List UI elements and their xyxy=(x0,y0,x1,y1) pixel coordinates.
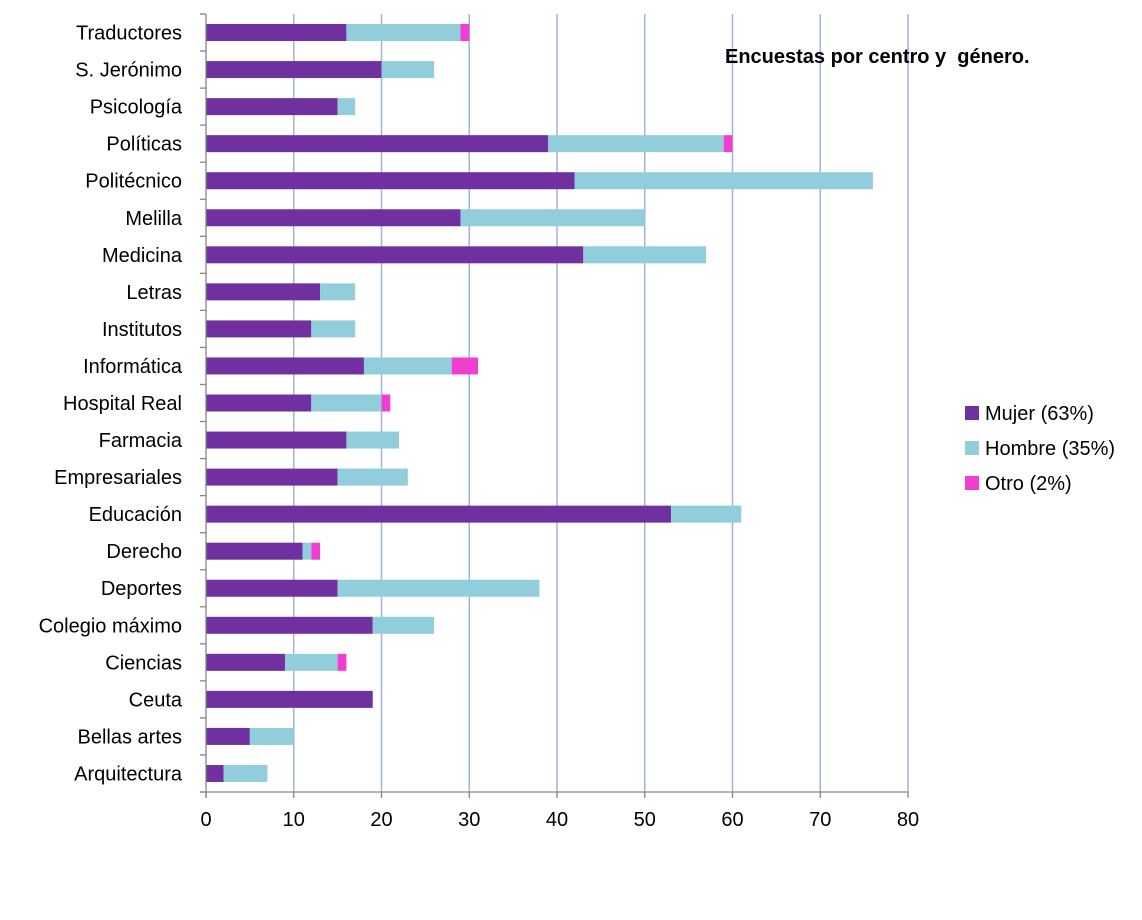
y-tick-label-19: Bellas artes xyxy=(78,726,183,748)
x-tick-label-10: 10 xyxy=(283,809,305,831)
bar-mujer-1 xyxy=(206,61,382,79)
bar-otro-9 xyxy=(451,357,479,375)
bar-mujer-9 xyxy=(206,357,364,375)
bar-otro-3 xyxy=(723,135,733,153)
bar-mujer-4 xyxy=(206,172,575,190)
bar-hombre-10 xyxy=(311,394,382,412)
bar-hombre-6 xyxy=(583,246,707,264)
bar-hombre-17 xyxy=(284,653,338,671)
bars-layer xyxy=(206,24,873,782)
legend-swatch-hombre xyxy=(965,441,979,455)
x-tick-label-50: 50 xyxy=(634,809,656,831)
x-tick-label-60: 60 xyxy=(721,809,743,831)
y-tick-label-2: Psicología xyxy=(90,97,183,119)
bar-hombre-5 xyxy=(460,209,645,227)
bar-mujer-13 xyxy=(206,505,672,523)
legend-swatch-mujer xyxy=(965,406,979,420)
chart-title: Encuestas por centro y género. xyxy=(725,46,1030,68)
axes-layer: 0 10 20 30 40 50 60 70 80 Traductores S. Jerónimo P… xyxy=(39,13,919,831)
y-tick-label-10: Hospital Real xyxy=(63,393,182,415)
x-tick-label-70: 70 xyxy=(809,809,831,831)
bar-hombre-12 xyxy=(337,468,408,486)
bar-otro-14 xyxy=(311,542,321,560)
x-tick-label-0: 0 xyxy=(200,809,211,831)
bar-hombre-1 xyxy=(381,61,435,79)
bar-mujer-16 xyxy=(206,616,373,634)
bar-mujer-7 xyxy=(206,283,321,301)
bar-mujer-14 xyxy=(206,542,303,560)
y-tick-label-4: Politécnico xyxy=(85,171,182,193)
legend-label-hombre: Hombre (35%) xyxy=(985,438,1115,460)
bar-mujer-5 xyxy=(206,209,461,227)
bar-hombre-3 xyxy=(548,135,724,153)
bar-mujer-19 xyxy=(206,727,250,745)
bar-hombre-9 xyxy=(363,357,452,375)
y-tick-label-18: Ceuta xyxy=(129,689,183,711)
y-tick-label-11: Farmacia xyxy=(99,430,183,452)
bar-hombre-2 xyxy=(337,98,356,116)
bar-hombre-8 xyxy=(311,320,356,338)
bar-hombre-11 xyxy=(346,431,400,449)
bar-mujer-15 xyxy=(206,579,338,597)
x-tick-label-40: 40 xyxy=(546,809,568,831)
bar-mujer-11 xyxy=(206,431,347,449)
bar-mujer-17 xyxy=(206,653,285,671)
bar-hombre-4 xyxy=(574,172,873,190)
bar-mujer-0 xyxy=(206,24,347,42)
legend-label-otro: Otro (2%) xyxy=(985,473,1072,495)
legend-label-mujer: Mujer (63%) xyxy=(985,403,1094,425)
y-tick-label-12: Empresariales xyxy=(54,467,182,489)
bar-mujer-8 xyxy=(206,320,312,338)
y-tick-label-20: Arquitectura xyxy=(74,763,183,785)
y-tick-label-7: Letras xyxy=(126,282,182,304)
legend: Mujer (63%) Hombre (35%) Otro (2%) xyxy=(965,403,1115,495)
legend-swatch-otro xyxy=(965,476,979,490)
bar-mujer-18 xyxy=(206,690,373,708)
bar-hombre-16 xyxy=(372,616,435,634)
bar-otro-17 xyxy=(337,653,347,671)
y-tick-label-13: Educación xyxy=(89,504,182,526)
y-tick-label-5: Melilla xyxy=(125,208,183,230)
y-tick-label-14: Derecho xyxy=(106,541,182,563)
bar-hombre-20 xyxy=(223,764,268,782)
bar-otro-0 xyxy=(460,24,470,42)
bar-otro-10 xyxy=(381,394,391,412)
x-tick-label-30: 30 xyxy=(458,809,480,831)
x-tick-label-80: 80 xyxy=(897,809,919,831)
y-tick-label-1: S. Jerónimo xyxy=(75,60,182,82)
bar-hombre-15 xyxy=(337,579,540,597)
bar-mujer-10 xyxy=(206,394,312,412)
bar-hombre-0 xyxy=(346,24,461,42)
y-tick-label-3: Políticas xyxy=(106,134,182,156)
bar-hombre-14 xyxy=(302,542,312,560)
y-tick-label-9: Informática xyxy=(83,356,183,378)
x-tick-label-20: 20 xyxy=(370,809,392,831)
bar-mujer-2 xyxy=(206,98,338,116)
bar-hombre-13 xyxy=(671,505,742,523)
y-tick-label-8: Institutos xyxy=(102,319,182,341)
y-tick-label-0: Traductores xyxy=(76,23,182,45)
bar-mujer-12 xyxy=(206,468,338,486)
bar-mujer-20 xyxy=(206,764,224,782)
y-tick-label-17: Ciencias xyxy=(105,652,182,674)
bar-mujer-6 xyxy=(206,246,584,264)
y-tick-label-15: Deportes xyxy=(101,578,182,600)
y-tick-label-6: Medicina xyxy=(102,245,183,267)
bar-hombre-7 xyxy=(320,283,356,301)
bar-hombre-19 xyxy=(249,727,294,745)
y-tick-label-16: Colegio máximo xyxy=(39,615,182,637)
bar-mujer-3 xyxy=(206,135,549,153)
